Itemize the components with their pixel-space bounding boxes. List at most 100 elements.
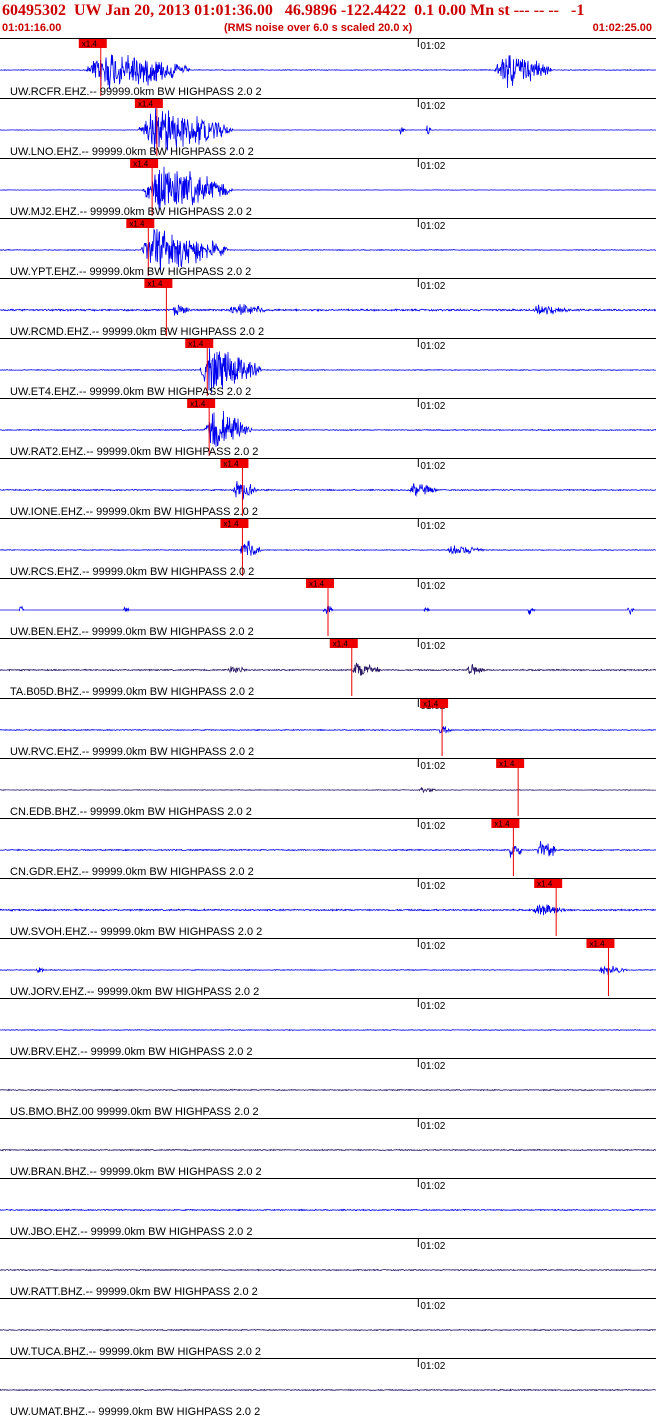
station-label: UW.ET4.EHZ.-- 99999.0km BW HIGHPASS 2.0 …	[10, 386, 251, 398]
pick-label: x1.4	[82, 40, 98, 49]
time-tick-label: 01:02	[420, 1361, 445, 1372]
station-label: UW.UMAT.BHZ.-- 99999.0km BW HIGHPASS 2.0…	[10, 1406, 260, 1418]
waveform	[0, 228, 656, 271]
pick-label: x1.4	[494, 820, 510, 829]
trace-panel: 01:02 x1.4 CN.EDB.BHZ.-- 99999.0km BW HIGH…	[0, 758, 656, 818]
waveform	[0, 481, 656, 500]
trace-panel: 01:02 UW.RATT.BHZ.-- 99999.0km BW HIGHPAS…	[0, 1238, 656, 1298]
time-tick-label: 01:02	[420, 821, 445, 832]
trace-panel: 01:02 UW.BRAN.BHZ.-- 99999.0km BW HIGHPAS…	[0, 1118, 656, 1178]
pick-label: x1.4	[223, 460, 239, 469]
trace-panel: 01:02 x1.4 UW.RCFR.EHZ.-- 99999.0km BW HIG…	[0, 38, 656, 98]
time-tick-label: 01:02	[420, 1241, 445, 1252]
station-label: UW.SVOH.EHZ.-- 99999.0km BW HIGHPASS 2.0…	[10, 926, 262, 938]
time-tick-label: 01:02	[420, 1061, 445, 1072]
trace-panel: 01:02 x1.4 CN.GDR.EHZ.-- 99999.0km BW HIGH…	[0, 818, 656, 878]
trace-panel: 01:02 x1.4 UW.MJ2.EHZ.-- 99999.0km BW HIGH…	[0, 158, 656, 218]
station-label: UW.RAT2.EHZ.-- 99999.0km BW HIGHPASS 2.0…	[10, 446, 258, 458]
trace-panel: 01:02 UW.JBO.EHZ.-- 99999.0km BW HIGHPASS…	[0, 1178, 656, 1238]
waveform	[0, 304, 656, 316]
station-label: UW.MJ2.EHZ.-- 99999.0km BW HIGHPASS 2.0 …	[10, 206, 252, 218]
station-label: UW.YPT.EHZ.-- 99999.0km BW HIGHPASS 2.0 …	[10, 266, 251, 278]
trace-panel: 01:02 x1.4 UW.RCMD.EHZ.-- 99999.0km BW HIG…	[0, 278, 656, 338]
waveform	[0, 166, 656, 210]
time-tick-label: 01:02	[420, 281, 445, 292]
time-tick-label: 01:02	[420, 161, 445, 172]
trace-panel: 01:02 x1.4 UW.BEN.EHZ.-- 99999.0km BW HIGH…	[0, 578, 656, 638]
pick-flag	[586, 939, 615, 948]
trace-panel: 01:02 x1.4 UW.RCS.EHZ.-- 99999.0km BW HIGH…	[0, 518, 656, 578]
station-label: UW.JORV.EHZ.-- 99999.0km BW HIGHPASS 2.0…	[10, 986, 259, 998]
trace-panel: 01:02 x1.4 UW.YPT.EHZ.-- 99999.0km BW HIGH…	[0, 218, 656, 278]
station-label: UW.RVC.EHZ.-- 99999.0km BW HIGHPASS 2.0 …	[10, 746, 254, 758]
waveform	[0, 1268, 656, 1272]
pick-flag	[134, 99, 163, 108]
time-tick-label: 01:02	[420, 41, 445, 52]
waveform	[0, 1028, 656, 1032]
pick-flag	[306, 579, 334, 588]
waveform	[0, 348, 656, 394]
station-label: UW.IONE.EHZ.-- 99999.0km BW HIGHPASS 2.0…	[10, 506, 258, 518]
pick-label: x1.4	[129, 220, 145, 229]
start-time: 01:01:16.00	[2, 22, 62, 34]
waveform	[0, 108, 656, 153]
station-label: UW.TUCA.BHZ.-- 99999.0km BW HIGHPASS 2.0…	[10, 1346, 261, 1358]
station-label: TA.B05D.BHZ.-- 99999.0km BW HIGHPASS 2.0…	[10, 686, 254, 698]
time-tick-label: 01:02	[420, 881, 445, 892]
pick-flag	[496, 759, 525, 768]
waveform	[0, 903, 656, 916]
trace-panel: 01:02 x1.4 UW.ET4.EHZ.-- 99999.0km BW HIGH…	[0, 338, 656, 398]
station-label: UW.BEN.EHZ.-- 99999.0km BW HIGHPASS 2.0 …	[10, 626, 254, 638]
time-tick-label: 01:02	[420, 641, 445, 652]
time-tick-label: 01:02	[420, 461, 445, 472]
pick-label: x1.4	[309, 580, 325, 589]
time-tick-label: 01:02	[420, 761, 445, 772]
time-tick-label: 01:02	[420, 401, 445, 412]
waveform	[0, 540, 656, 556]
time-tick-label: 01:02	[420, 521, 445, 532]
waveform	[0, 662, 656, 676]
waveform	[0, 965, 656, 975]
pick-flag	[185, 339, 214, 348]
waveform	[0, 841, 656, 858]
pick-flag	[329, 639, 358, 648]
station-label: UW.RCMD.EHZ.-- 99999.0km BW HIGHPASS 2.0…	[10, 326, 264, 338]
waveform	[0, 410, 656, 447]
trace-panel: 01:02 UW.UMAT.BHZ.-- 99999.0km BW HIGHPAS…	[0, 1358, 656, 1418]
trace-panel: 01:02 x1.4 TA.B05D.BHZ.-- 99999.0km BW HIG…	[0, 638, 656, 698]
waveform	[0, 726, 656, 734]
pick-flag	[126, 219, 155, 228]
pick-label: x1.4	[138, 100, 154, 109]
time-tick-label: 01:02	[420, 1301, 445, 1312]
station-label: UW.RCS.EHZ.-- 99999.0km BW HIGHPASS 2.0 …	[10, 566, 254, 578]
waveform	[0, 786, 656, 793]
waveform	[0, 1208, 656, 1212]
waveform	[0, 1328, 656, 1332]
waveform	[0, 1088, 656, 1092]
end-time: 01:02:25.00	[592, 22, 652, 34]
time-tick-label: 01:02	[420, 1001, 445, 1012]
station-label: UW.LNO.EHZ.-- 99999.0km BW HIGHPASS 2.0 …	[10, 146, 254, 158]
pick-label: x1.4	[133, 160, 149, 169]
time-tick-label: 01:02	[420, 101, 445, 112]
pick-label: x1.4	[333, 640, 349, 649]
pick-flag	[144, 279, 173, 288]
event-title: 60495302 UW Jan 20, 2013 01:01:36.00 46.…	[2, 2, 585, 19]
time-tick-label: 01:02	[420, 1181, 445, 1192]
trace-panel: 01:02 US.BMO.BHZ.00 99999.0km BW HIGHPASS…	[0, 1058, 656, 1118]
pick-label: x1.4	[223, 520, 239, 529]
pick-flag	[534, 879, 563, 888]
trace-panel: 01:02 UW.TUCA.BHZ.-- 99999.0km BW HIGHPAS…	[0, 1298, 656, 1358]
pick-flag	[130, 159, 159, 168]
pick-flag	[220, 519, 249, 528]
pick-flag	[220, 459, 249, 468]
pick-flag	[491, 819, 520, 828]
pick-label: x1.4	[499, 760, 515, 769]
pick-label: x1.4	[537, 880, 553, 889]
trace-panel: 01:02 x1.4 UW.LNO.EHZ.-- 99999.0km BW HIGH…	[0, 98, 656, 158]
pick-flag	[420, 699, 449, 708]
waveform	[0, 1388, 656, 1392]
trace-panel: 01:02 x1.4 UW.JORV.EHZ.-- 99999.0km BW HIG…	[0, 938, 656, 998]
